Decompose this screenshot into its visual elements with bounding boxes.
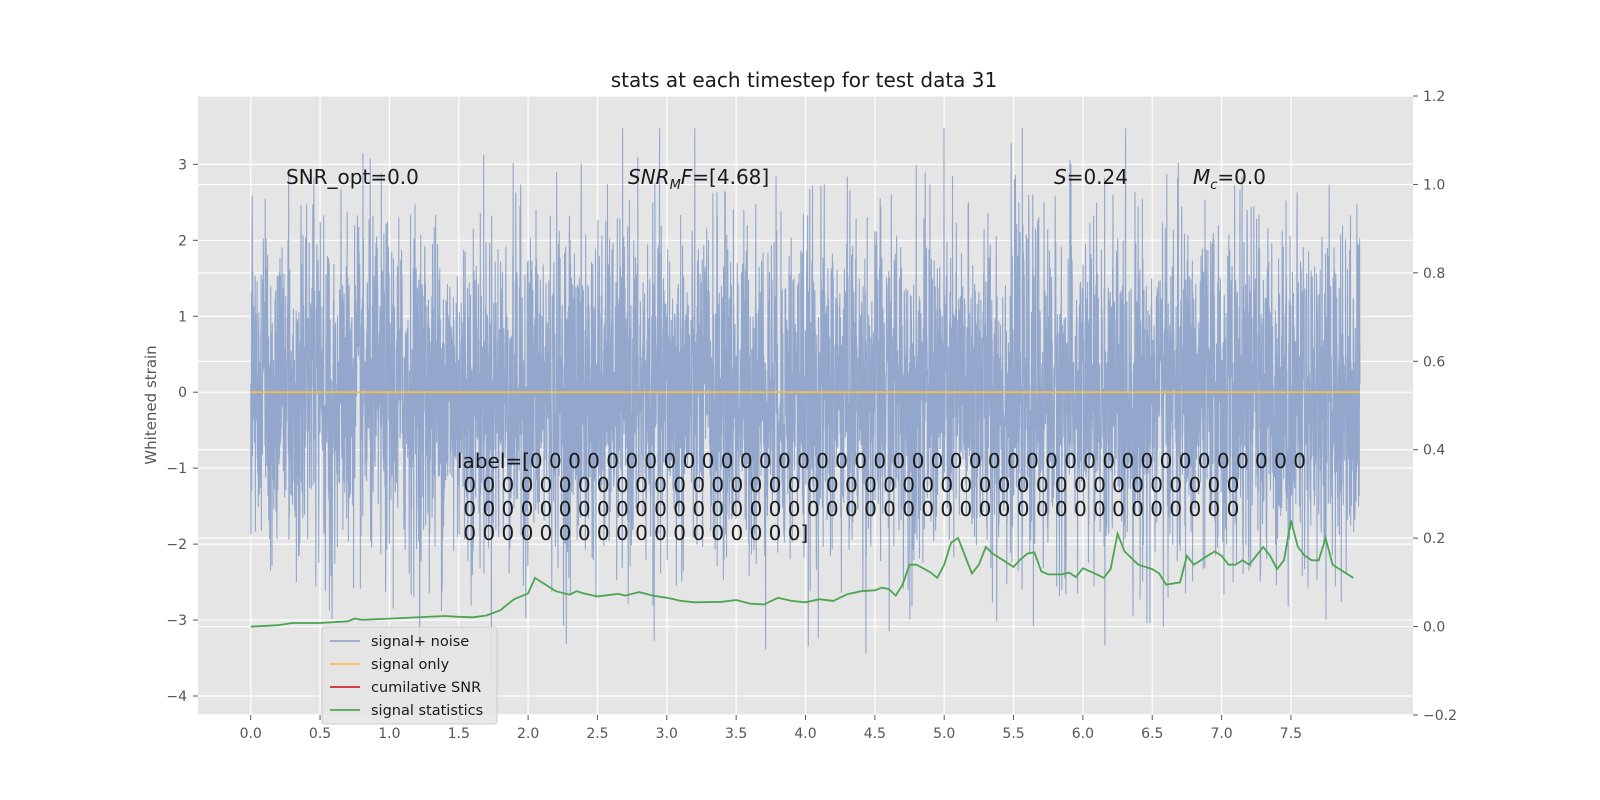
legend-label-signal-only: signal only: [371, 657, 450, 673]
y-tick-label: 1: [178, 309, 187, 325]
label-line-1: label=[0 0 0 0 0 0 0 0 0 0 0 0 0 0 0 0 0…: [457, 449, 1306, 473]
x-tick-label: 6.5: [1141, 726, 1163, 742]
legend-label-signal-statistics: signal statistics: [371, 703, 483, 719]
y-tick-label: 3: [178, 157, 187, 173]
legend-label-cumilative-snr: cumilative SNR: [371, 680, 481, 696]
y-tick-label: −4: [166, 689, 187, 705]
y2-tick-label: 0.6: [1423, 354, 1445, 370]
x-tick-label: 3.0: [656, 726, 678, 742]
legend-box: [321, 626, 498, 725]
annotation-mc: Mc=0.0: [1193, 165, 1266, 193]
y2-tick-label: 1.0: [1423, 177, 1445, 193]
x-tick-label: 5.5: [1002, 726, 1024, 742]
y2-tick-label: 0.8: [1423, 266, 1445, 282]
x-tick-label: 2.5: [586, 726, 608, 742]
x-tick-label: 7.0: [1210, 726, 1232, 742]
chart-title: stats at each timestep for test data 31: [611, 68, 997, 92]
x-tick-label: 4.0: [794, 726, 816, 742]
annotation-snr-opt: SNR_opt=0.0: [286, 165, 419, 189]
x-axis: 0.0 0.5 1.0 1.5 2.0 2.5 3.0 3.5 4.0 4.5 5.0 5.5 6.0 6…: [240, 715, 1302, 742]
x-tick-label: 7.5: [1280, 726, 1302, 742]
y-tick-label: 0: [178, 385, 187, 401]
x-tick-label: 6.0: [1072, 726, 1094, 742]
x-tick-label: 4.5: [864, 726, 886, 742]
y2-tick-label: 0.2: [1423, 531, 1445, 547]
annotation-snr-mf: SNRMF=[4.68]: [628, 165, 769, 193]
x-tick-label: 0.5: [309, 726, 331, 742]
x-tick-label: 0.0: [240, 726, 262, 742]
legend-label-signal-plus-noise: signal+ noise: [371, 634, 469, 650]
x-tick-label: 1.5: [448, 726, 470, 742]
series-signal-plus-noise: [250, 128, 1361, 676]
label-line-4: 0 0 0 0 0 0 0 0 0 0 0 0 0 0 0 0 0 0]: [457, 521, 808, 545]
y-tick-label: 2: [178, 233, 187, 249]
y-axis-label: Whitened strain: [142, 345, 160, 464]
y-tick-label: −3: [166, 613, 187, 629]
series-signal-statistics: [250, 520, 1354, 628]
legend: signal+ noise signal only cumilative SNR…: [321, 626, 498, 725]
y2-tick-label: 1.2: [1423, 89, 1445, 105]
y-axis-right: 1.2 1.0 0.8 0.6 0.4 0.2 0.0 −0.2: [1413, 89, 1457, 724]
y-axis-left: 3 2 1 0 −1 −2 −3 −4: [166, 157, 198, 705]
series-signal-plus-noise-line: [250, 128, 1361, 676]
x-tick-label: 3.5: [725, 726, 747, 742]
x-tick-label: 1.0: [378, 726, 400, 742]
y-tick-label: −2: [166, 537, 187, 553]
y-tick-label: −1: [166, 461, 187, 477]
x-tick-label: 5.0: [933, 726, 955, 742]
x-tick-label: 2.0: [517, 726, 539, 742]
y2-tick-label: −0.2: [1423, 708, 1457, 724]
y2-tick-label: 0.0: [1423, 620, 1445, 636]
label-line-3: 0 0 0 0 0 0 0 0 0 0 0 0 0 0 0 0 0 0 0 0 …: [457, 497, 1239, 521]
label-line-2: 0 0 0 0 0 0 0 0 0 0 0 0 0 0 0 0 0 0 0 0 …: [457, 473, 1239, 497]
y2-tick-label: 0.4: [1423, 443, 1445, 459]
annotation-s: S=0.24: [1054, 165, 1128, 189]
